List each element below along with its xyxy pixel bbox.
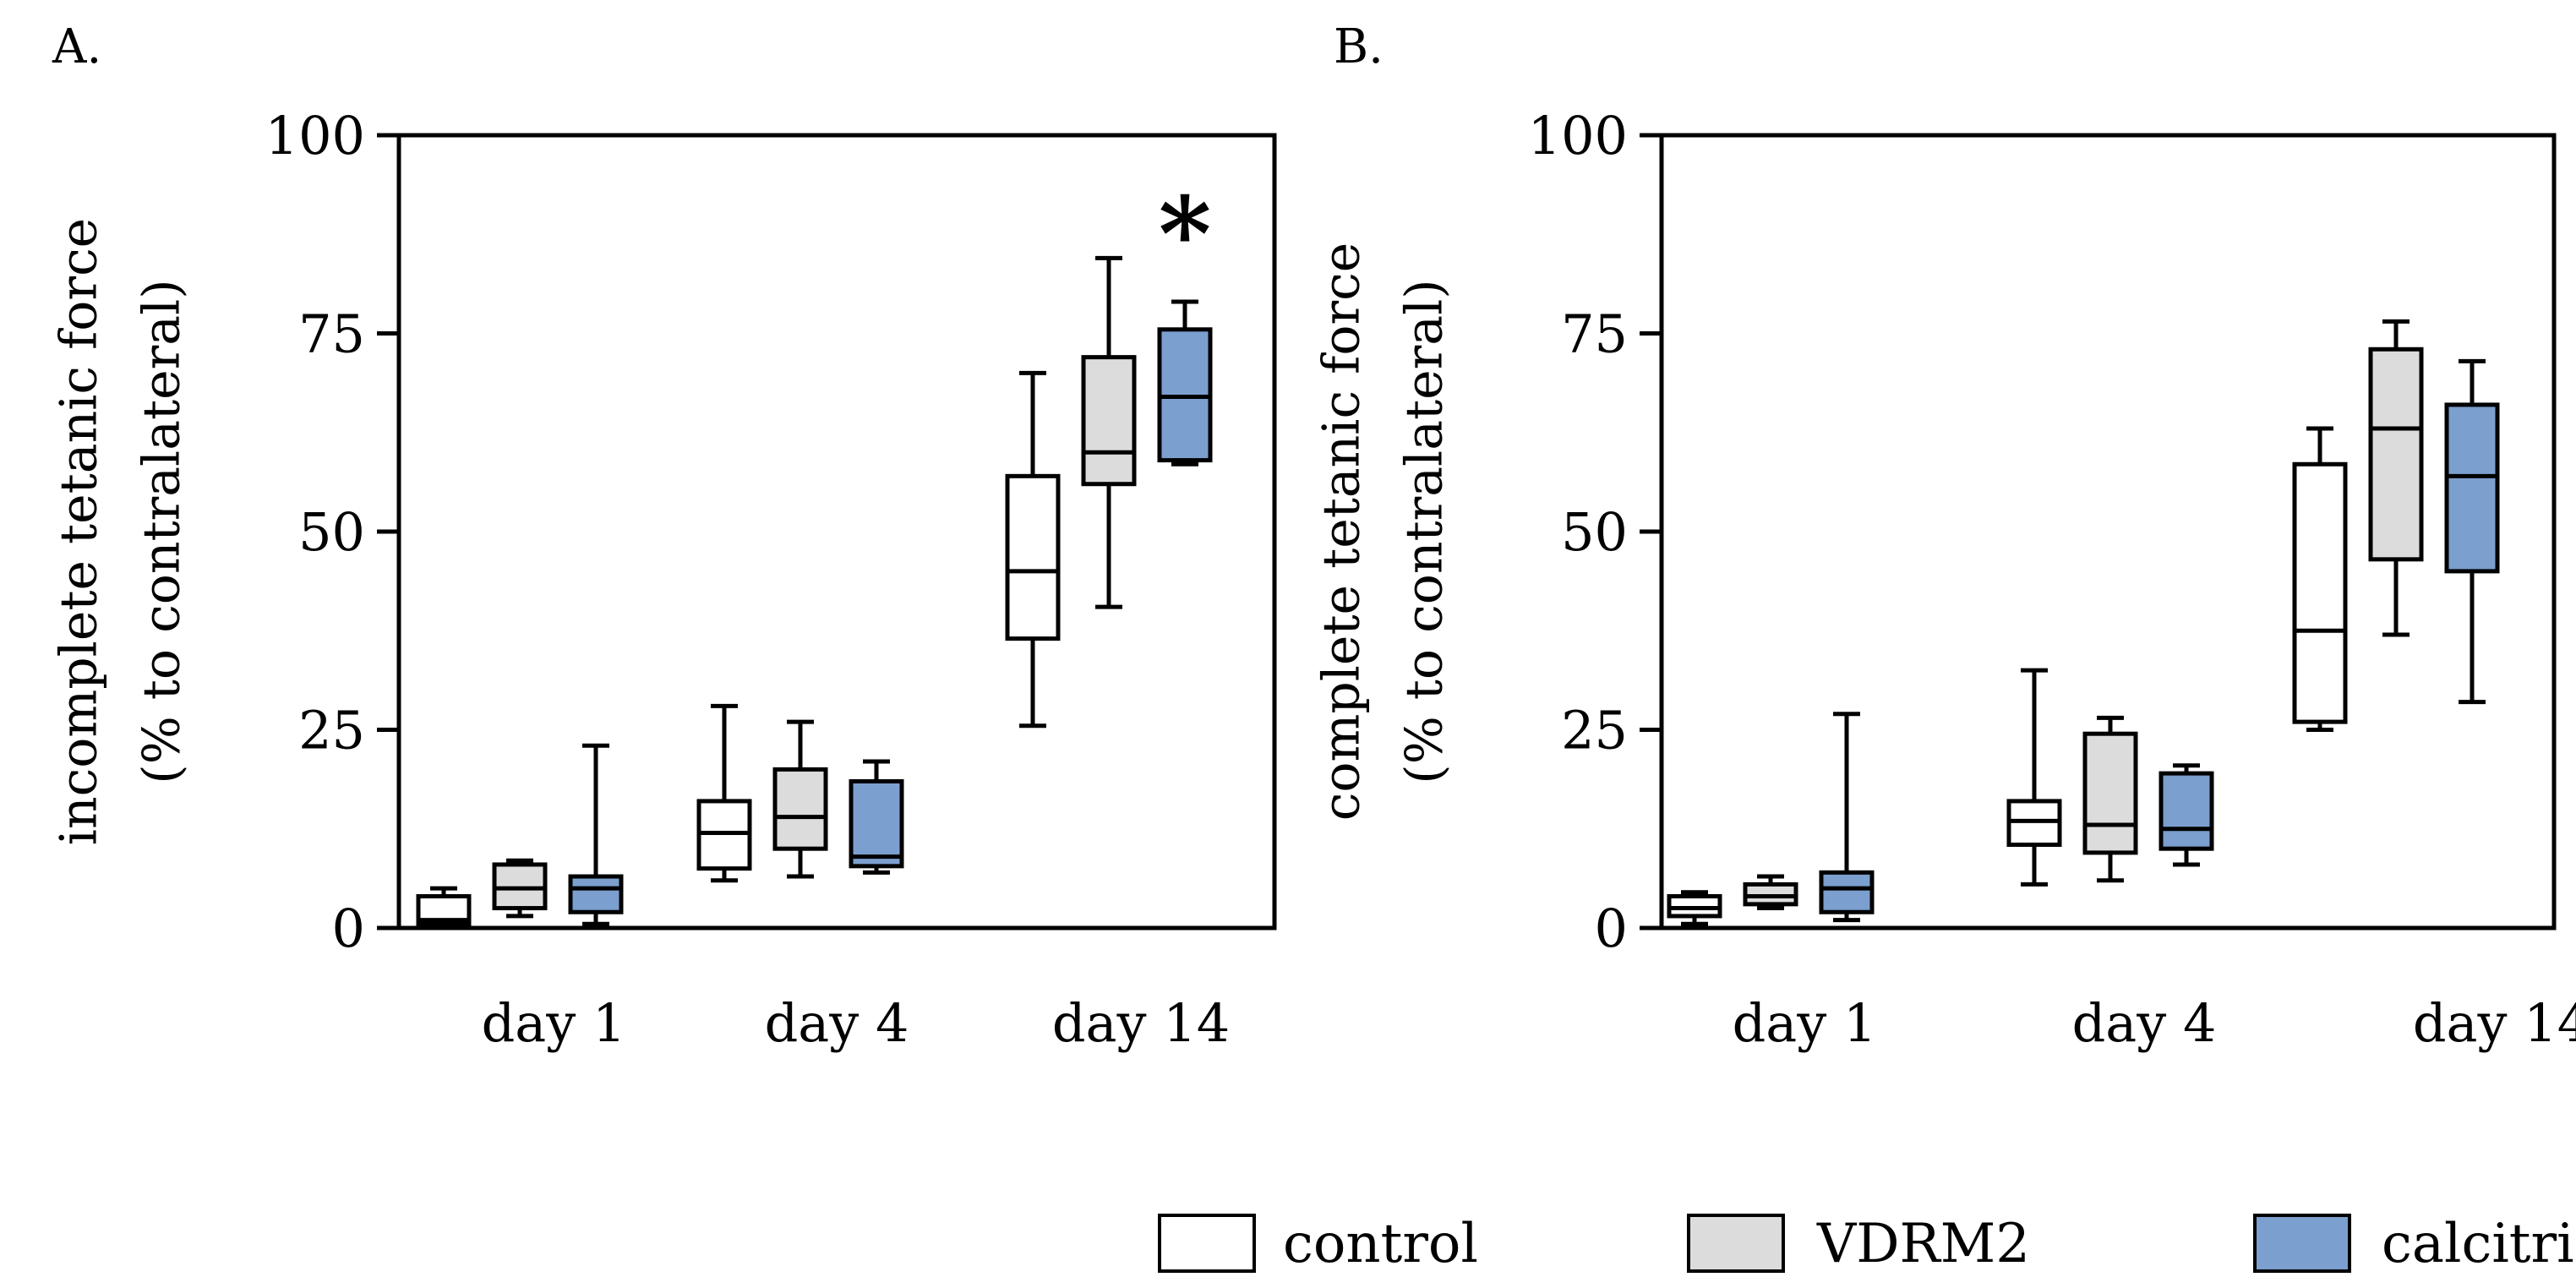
box-vdrm2-day-14: [1081, 255, 1137, 609]
box-vdrm2-day-14: [2368, 319, 2424, 637]
box-calcitriol-day-14: [2444, 358, 2500, 705]
x-category-label: day 1: [1733, 992, 1877, 1054]
y-tick-label: 25: [298, 700, 365, 761]
box-control-day-4: [696, 703, 752, 883]
box-iqr: [2368, 347, 2424, 562]
plot-frame: [396, 133, 1277, 931]
box-iqr: [1081, 355, 1137, 487]
box-vdrm2-day-4: [2082, 715, 2138, 883]
box-iqr: [1819, 870, 1875, 914]
y-axis-label: incomplete tetanic force: [50, 218, 109, 845]
y-axis-label-units: (% to contralateral): [133, 279, 192, 783]
x-category-label: day 14: [1052, 992, 1230, 1054]
panel-label: A.: [52, 19, 101, 74]
y-tick-label: 100: [1528, 105, 1628, 166]
box-iqr: [1005, 473, 1061, 641]
box-calcitriol-day-1: [1819, 712, 1875, 923]
y-tick-label: 0: [332, 898, 365, 959]
legend-swatch-calcitriol: [2253, 1214, 2351, 1273]
box-control-day-1: [1667, 890, 1722, 926]
y-tick-label: 50: [298, 501, 365, 563]
box-control-day-14: [2292, 426, 2348, 732]
y-tick-label: 50: [1561, 501, 1628, 563]
x-category-label: day 4: [765, 992, 909, 1054]
y-tick-label: 100: [265, 105, 365, 166]
box-calcitriol-day-4: [2158, 763, 2214, 867]
y-tick-label: 0: [1595, 898, 1628, 959]
box-iqr: [849, 778, 904, 869]
legend-label-control: control: [1283, 1213, 1478, 1275]
legend-swatch-vdrm2: [1687, 1214, 1785, 1273]
panel-label: B.: [1334, 19, 1384, 74]
x-category-label: day 4: [2072, 992, 2217, 1054]
box-vdrm2-day-4: [772, 719, 828, 879]
box-iqr: [772, 767, 828, 851]
box-iqr: [2158, 771, 2214, 851]
box-iqr: [2082, 731, 2138, 855]
box-calcitriol-day-1: [568, 743, 624, 926]
y-axis-label-units: (% to contralateral): [1395, 279, 1454, 783]
box-iqr: [568, 874, 624, 914]
y-tick-label: 75: [298, 303, 365, 365]
x-category-label: day 1: [482, 992, 626, 1054]
box-vdrm2-day-1: [1743, 874, 1798, 911]
y-tick-label: 25: [1561, 700, 1628, 761]
panel-a: A. 0 25 50 75 100 incomplete tetanic force (% t…: [50, 19, 1277, 1054]
box-iqr: [2292, 461, 2348, 724]
box-iqr: [2444, 402, 2500, 574]
significance-asterisk: *: [1159, 175, 1212, 294]
legend-label-vdrm2: VDRM2: [1816, 1213, 2030, 1275]
box-calcitriol-day-4: [849, 759, 904, 875]
box-control-day-1: [416, 886, 472, 931]
box-control-day-14: [1005, 370, 1061, 729]
x-category-label: day 14: [2413, 992, 2576, 1054]
box-vdrm2-day-1: [492, 858, 548, 919]
legend-label-calcitriol: calcitriol: [2382, 1213, 2576, 1275]
y-axis-label: complete tetanic force: [1313, 243, 1372, 821]
y-tick-label: 75: [1561, 303, 1628, 365]
box-control-day-4: [2006, 668, 2062, 887]
panel-b: B. 0 25 50 75 100 complete tetanic force (% to …: [1313, 19, 2576, 1054]
legend: control VDRM2 calcitriol: [1158, 1213, 2576, 1275]
legend-swatch-control: [1158, 1214, 1256, 1273]
box-calcitriol-day-14: [1157, 299, 1213, 467]
